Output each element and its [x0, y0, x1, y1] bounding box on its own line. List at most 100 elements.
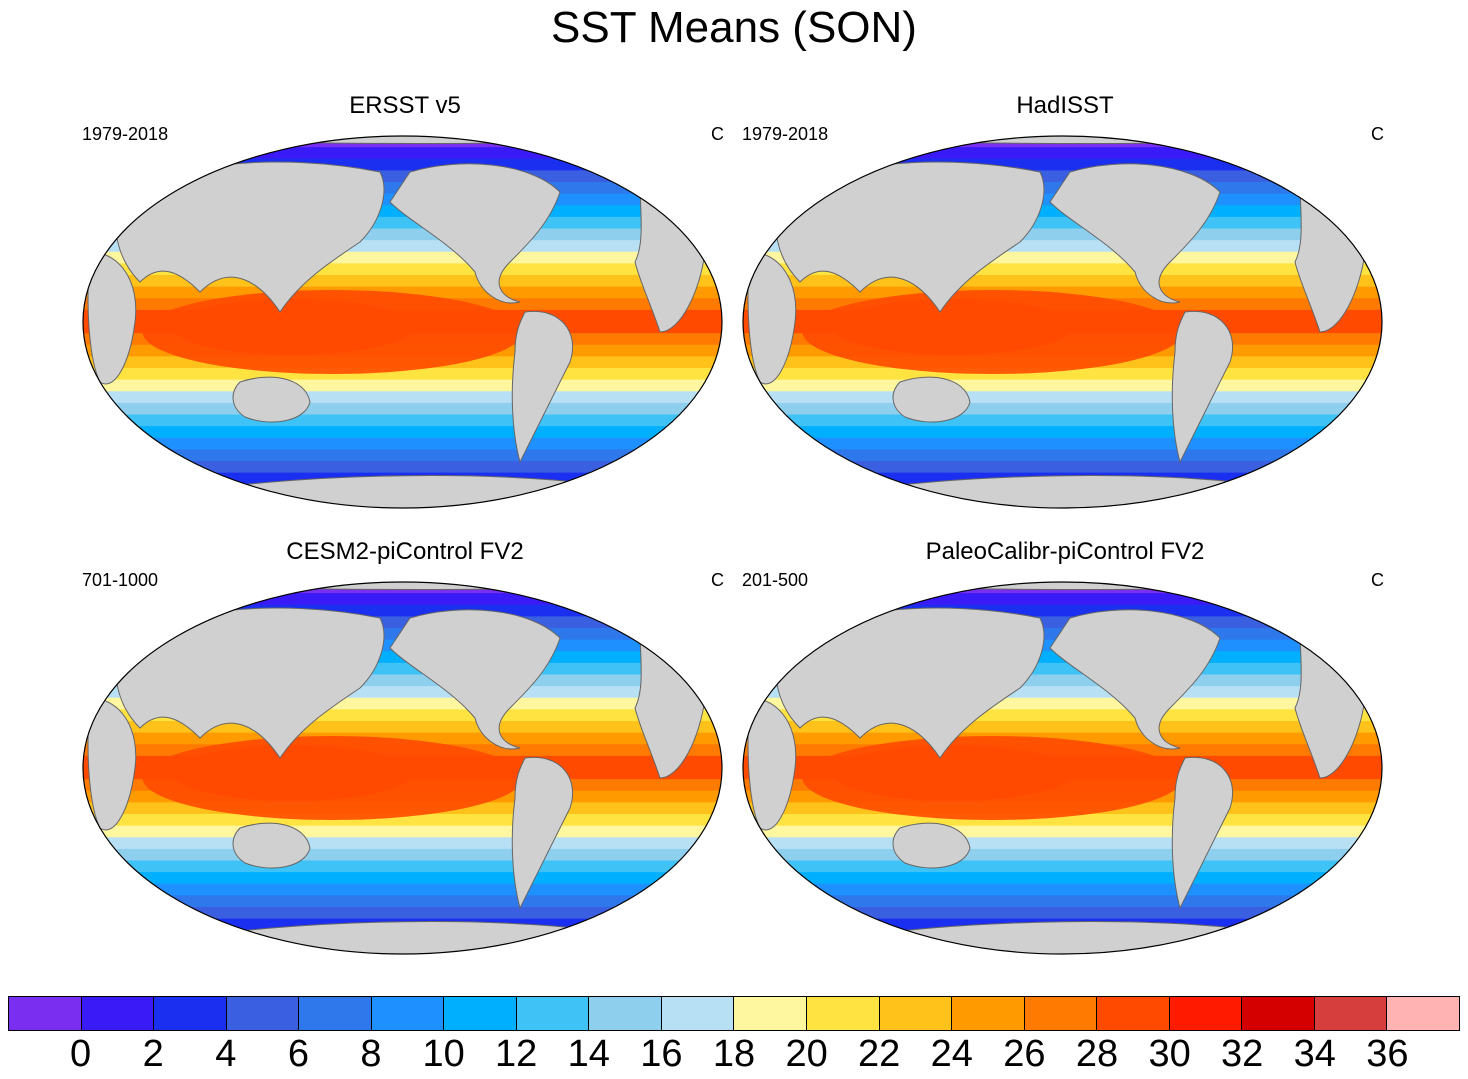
sst-band [83, 837, 722, 850]
units-label: C [711, 570, 724, 590]
colorbar-tick-label: 16 [640, 1033, 683, 1075]
colorbar-tick-label: 4 [215, 1033, 237, 1075]
period-label: 201-500 [742, 570, 809, 590]
sst-band [743, 604, 1382, 618]
panel-title: HadISST [1016, 92, 1114, 119]
sst-band [83, 437, 722, 451]
sst-map [82, 581, 723, 955]
sst-band [83, 593, 722, 606]
sst-band [743, 721, 1382, 734]
landmass [747, 697, 797, 831]
sst-map [742, 581, 1383, 955]
sst-band [743, 379, 1382, 393]
landmass [1049, 163, 1221, 304]
sst-band [83, 461, 722, 474]
sst-band [83, 275, 722, 288]
landmass [232, 376, 311, 423]
sst-band [743, 837, 1382, 850]
colorbar-tick-label: 28 [1075, 1033, 1119, 1075]
sst-band [83, 379, 722, 393]
sst-band [743, 907, 1382, 920]
colorbar-tick-label: 6 [287, 1033, 309, 1075]
period-label: 1979-2018 [742, 124, 829, 144]
panel-hadisst: HadISST 1979-2018 C [740, 92, 1390, 512]
colorbar-box [1024, 997, 1098, 1030]
colorbar-tick-label: 22 [858, 1033, 901, 1075]
colorbar-box [807, 997, 880, 1030]
colorbar-box [1314, 997, 1388, 1030]
sst-band [743, 848, 1382, 862]
colorbar-box [661, 997, 735, 1030]
landmass [87, 697, 137, 831]
colorbar-tick-label: 10 [422, 1033, 465, 1075]
landmass [115, 161, 385, 313]
colorbar-labels: 0 2 4 6 8 10 12 14 16 18 20 22 24 26 28 30 32 34 36 [8, 1032, 1460, 1076]
sst-band [83, 825, 722, 839]
panel-cesm2: CESM2-piControl FV2 701-1000 C [80, 538, 730, 958]
landmass [115, 607, 385, 759]
sst-band [83, 872, 722, 885]
colorbar-tick-label: 32 [1221, 1033, 1264, 1075]
sst-band [83, 414, 722, 428]
sst-band [743, 170, 1382, 183]
colorbar-tick-label: 26 [1003, 1033, 1046, 1075]
colorbar-box [1169, 997, 1243, 1030]
landmass [775, 161, 1045, 313]
figure-title: SST Means (SON) [551, 3, 917, 52]
colorbar-box [1387, 997, 1459, 1030]
colorbar-box [879, 997, 953, 1030]
colorbar-tick-label: 20 [785, 1033, 828, 1075]
colorbar-box [734, 997, 808, 1030]
panel-title: CESM2-piControl FV2 [286, 538, 524, 565]
colorbar-tick-label: 8 [360, 1033, 382, 1075]
sst-map [742, 135, 1383, 509]
sst-band [83, 721, 722, 734]
panel-paleocalibr: PaleoCalibr-piControl FV2 201-500 C [740, 538, 1390, 958]
colorbar [8, 996, 1460, 1031]
landmass [1171, 756, 1234, 910]
landmass [87, 251, 137, 385]
colorbar-box [516, 997, 590, 1030]
colorbar-box [371, 997, 445, 1030]
landmass [775, 607, 1045, 759]
sst-band [83, 402, 722, 416]
landmass [918, 582, 1222, 590]
colorbar-box [226, 997, 300, 1030]
landmass [389, 609, 561, 750]
sst-band [83, 848, 722, 862]
units-label: C [711, 124, 724, 144]
landmass [892, 376, 971, 423]
sst-band [743, 414, 1382, 428]
sst-band [83, 616, 722, 629]
landmass [511, 756, 574, 910]
sst-band [743, 872, 1382, 885]
sst-band [83, 895, 722, 908]
sst-band [83, 158, 722, 172]
colorbar-box [589, 997, 662, 1030]
units-label: C [1371, 124, 1384, 144]
sst-band [743, 402, 1382, 416]
landmass [1049, 609, 1221, 750]
colorbar-box [154, 997, 227, 1030]
colorbar-box [952, 997, 1025, 1030]
colorbar-box [9, 997, 82, 1030]
landmass [258, 136, 562, 144]
sst-band [743, 895, 1382, 908]
sst-band [83, 449, 722, 462]
sst-band [743, 437, 1382, 451]
sst-band [743, 391, 1382, 404]
sst-band [83, 426, 722, 439]
sst-band [743, 461, 1382, 474]
colorbar-tick-label: 2 [142, 1033, 164, 1075]
landmass [511, 310, 574, 464]
colorbar-tick-label: 14 [567, 1033, 610, 1075]
colorbar-tick-label: 34 [1293, 1033, 1336, 1075]
period-label: 1979-2018 [82, 124, 169, 144]
period-label: 701-1000 [82, 570, 159, 590]
colorbar-tick-label: 12 [495, 1033, 538, 1075]
sst-band [743, 616, 1382, 629]
sst-map [82, 135, 723, 509]
landmass [389, 163, 561, 304]
sst-band [83, 170, 722, 183]
sst-band [83, 147, 722, 160]
